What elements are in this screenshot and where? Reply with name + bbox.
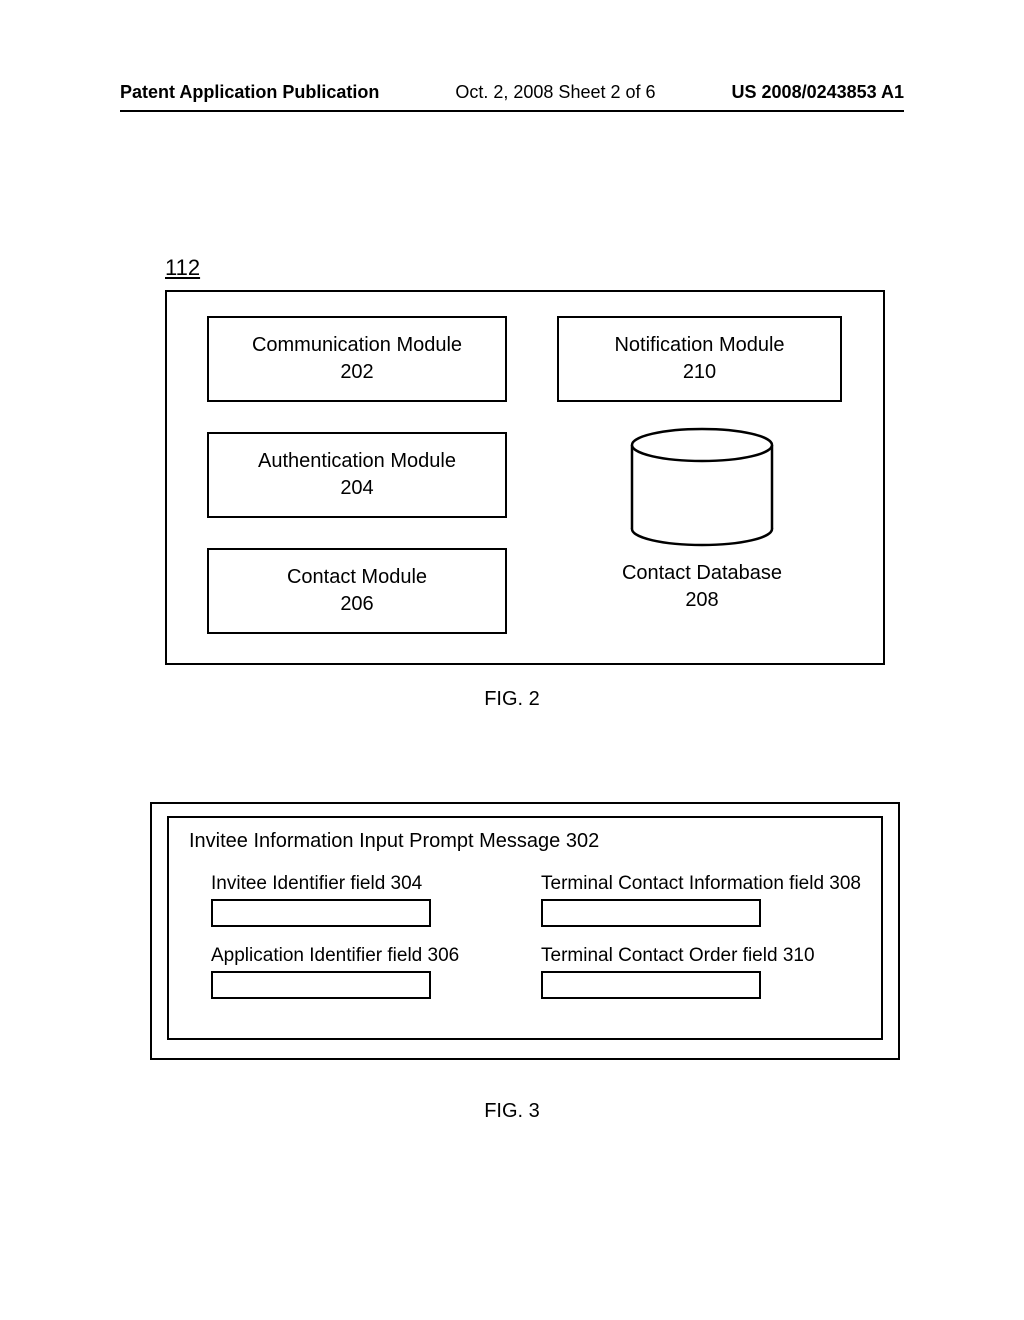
contact-database-block: Contact Database 208 xyxy=(597,427,807,614)
fig3-inner-box: Invitee Information Input Prompt Message… xyxy=(167,816,883,1040)
fig2-container: Communication Module 202 Notification Mo… xyxy=(165,290,885,665)
terminal-contact-info-field[interactable] xyxy=(541,899,761,927)
prompt-message-title: Invitee Information Input Prompt Message… xyxy=(189,830,861,853)
page-header: Patent Application Publication Oct. 2, 2… xyxy=(0,82,1024,103)
application-identifier-field[interactable] xyxy=(211,971,431,999)
authentication-module-box: Authentication Module 204 xyxy=(207,432,507,518)
communication-module-num: 202 xyxy=(209,359,505,386)
terminal-contact-info-group: Terminal Contact Information field 308 xyxy=(541,873,861,927)
communication-module-box: Communication Module 202 xyxy=(207,316,507,402)
application-identifier-group: Application Identifier field 306 xyxy=(211,945,531,999)
invitee-identifier-group: Invitee Identifier field 304 xyxy=(211,873,531,927)
terminal-contact-info-label: Terminal Contact Information field 308 xyxy=(541,873,861,895)
publication-label: Patent Application Publication xyxy=(120,82,379,103)
notification-module-num: 210 xyxy=(559,359,840,386)
contact-module-title: Contact Module xyxy=(209,564,505,591)
date-sheet-label: Oct. 2, 2008 Sheet 2 of 6 xyxy=(455,82,655,103)
invitee-identifier-label: Invitee Identifier field 304 xyxy=(211,873,531,895)
authentication-module-title: Authentication Module xyxy=(209,448,505,475)
terminal-contact-order-label: Terminal Contact Order field 310 xyxy=(541,945,861,967)
contact-module-box: Contact Module 206 xyxy=(207,548,507,634)
contact-database-title: Contact Database xyxy=(622,562,782,584)
terminal-contact-order-field[interactable] xyxy=(541,971,761,999)
application-identifier-label: Application Identifier field 306 xyxy=(211,945,531,967)
fig3-caption: FIG. 3 xyxy=(0,1100,1024,1123)
notification-module-title: Notification Module xyxy=(559,332,840,359)
contact-database-num: 208 xyxy=(685,589,718,611)
fig3-outer-box: Invitee Information Input Prompt Message… xyxy=(150,802,900,1060)
publication-number: US 2008/0243853 A1 xyxy=(732,82,904,103)
communication-module-title: Communication Module xyxy=(209,332,505,359)
contact-module-num: 206 xyxy=(209,591,505,618)
fields-grid: Invitee Identifier field 304 Terminal Co… xyxy=(189,873,861,999)
terminal-contact-order-group: Terminal Contact Order field 310 xyxy=(541,945,861,999)
fig2-ref-number: 112 xyxy=(165,255,200,281)
database-cylinder-icon xyxy=(622,427,782,547)
header-divider xyxy=(120,110,904,112)
invitee-identifier-field[interactable] xyxy=(211,899,431,927)
fig2-caption: FIG. 2 xyxy=(0,688,1024,711)
authentication-module-num: 204 xyxy=(209,475,505,502)
notification-module-box: Notification Module 210 xyxy=(557,316,842,402)
